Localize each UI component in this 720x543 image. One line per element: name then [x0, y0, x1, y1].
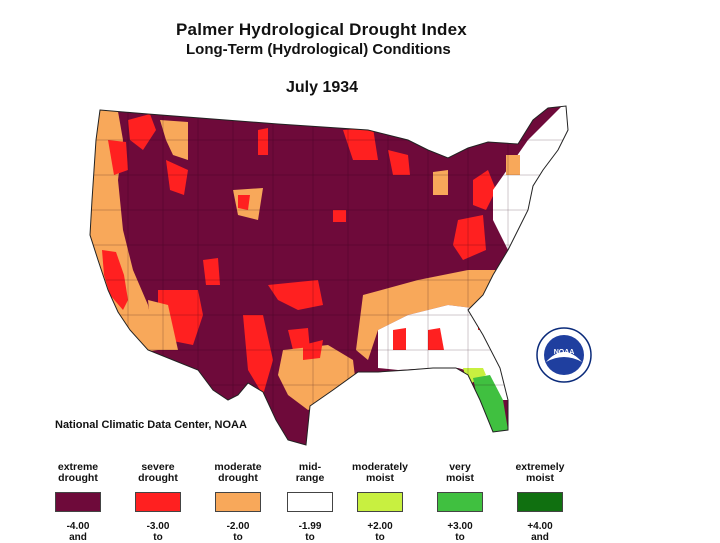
map-date: July 1934 — [286, 79, 359, 96]
moderate-drought-region — [433, 170, 448, 195]
legend-swatch — [55, 492, 101, 512]
severe-drought-region — [166, 160, 188, 195]
legend: extreme drought -4.00 and severe drought -3.00… — [55, 462, 675, 543]
severe-drought-region — [428, 328, 444, 350]
moderate-drought-region — [506, 155, 520, 175]
moderate-drought-region — [356, 270, 508, 360]
moderately-moist-region — [516, 240, 523, 248]
legend-label: mid-range — [295, 461, 325, 484]
legend-item: moderate drought -2.00 to — [193, 462, 283, 543]
legend-value: +4.00 and — [527, 521, 553, 543]
legend-label: extremely moist — [515, 461, 565, 484]
very-moist-region — [473, 375, 508, 432]
severe-drought-region — [243, 315, 273, 395]
very-moist-region — [313, 440, 323, 445]
severe-drought-region — [288, 328, 310, 350]
svg-text:NOAA: NOAA — [554, 349, 575, 356]
legend-swatch — [135, 492, 181, 512]
legend-label: moderate drought — [214, 461, 262, 484]
legend-label: extreme drought — [57, 461, 99, 484]
mid-range-region — [493, 106, 568, 300]
legend-value: -3.00 to — [146, 521, 170, 543]
legend-item: very moist +3.00 to — [415, 462, 505, 543]
noaa-logo-icon: NOAA — [536, 327, 592, 383]
map-title: Palmer Hydrological Drought Index — [176, 20, 467, 39]
legend-value: -1.99 to — [298, 521, 322, 543]
severe-drought-region — [478, 310, 493, 330]
legend-item: moderately moist +2.00 to — [335, 462, 425, 543]
severe-drought-region — [128, 114, 156, 150]
legend-swatch — [215, 492, 261, 512]
legend-item: severe drought -3.00 to — [113, 462, 203, 543]
severe-drought-region — [343, 128, 378, 160]
legend-swatch — [437, 492, 483, 512]
severe-drought-region — [258, 128, 268, 155]
credit-text: National Climatic Data Center, NOAA — [55, 419, 247, 431]
severe-drought-region — [393, 328, 406, 350]
severe-drought-region — [473, 170, 496, 210]
severe-drought-region — [388, 150, 410, 175]
legend-swatch — [357, 492, 403, 512]
severe-drought-region — [238, 195, 250, 210]
severe-drought-region — [108, 140, 128, 175]
legend-label: severe drought — [138, 461, 178, 484]
legend-value: -4.00 and — [66, 521, 90, 543]
severe-drought-region — [333, 210, 346, 222]
us-outline — [89, 105, 569, 446]
legend-item: extreme drought -4.00 and — [33, 462, 123, 543]
legend-item: mid-range -1.99 to — [265, 462, 355, 543]
legend-value: -2.00 to — [226, 521, 250, 543]
legend-label: very moist — [445, 461, 474, 484]
legend-label: moderately moist — [351, 461, 409, 484]
legend-swatch — [517, 492, 563, 512]
severe-drought-region — [268, 280, 323, 310]
severe-drought-region — [203, 258, 220, 285]
drought-map — [89, 105, 569, 446]
legend-value: +3.00 to — [447, 521, 473, 543]
map-subtitle: Long-Term (Hydrological) Conditions — [186, 41, 451, 58]
severe-drought-region — [453, 215, 486, 260]
legend-item: extremely moist +4.00 and — [495, 462, 585, 543]
legend-swatch — [287, 492, 333, 512]
legend-value: +2.00 to — [367, 521, 393, 543]
